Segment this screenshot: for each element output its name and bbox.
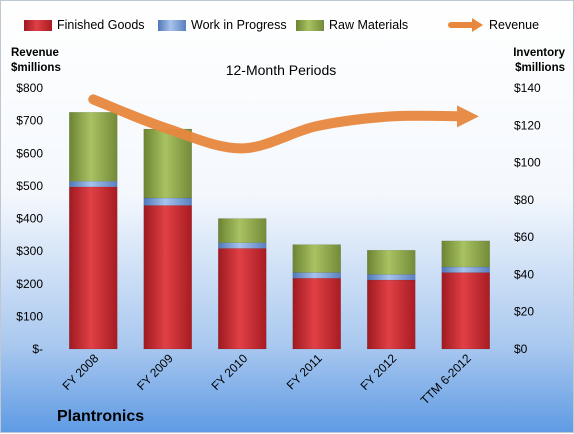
x-axis: FY 2008 FY 2009 FY 2010 FY 2011 FY 2012 TTM 6…	[60, 351, 475, 407]
bar-raw-materials-ttm-6-2012	[442, 241, 490, 267]
legend-label-finished-goods: Finished Goods	[57, 18, 145, 32]
left-tick-label: $100	[16, 309, 43, 323]
x-tick-label: FY 2011	[284, 351, 325, 392]
bar-work-in-progress-fy-2012	[367, 274, 415, 280]
bar-work-in-progress-fy-2009	[144, 198, 192, 205]
legend: Finished Goods Work in Progress Raw Materi…	[24, 18, 539, 32]
left-axis-title-line1: Revenue	[11, 47, 59, 59]
left-tick-label: $500	[16, 179, 43, 193]
legend-arrow-icon	[472, 18, 483, 32]
bar-finished-goods-fy-2012	[367, 280, 415, 349]
bar-work-in-progress-fy-2010	[218, 243, 266, 249]
right-axis-title-line1: Inventory	[513, 47, 565, 59]
right-tick-label: $20	[514, 305, 534, 319]
right-axis-title-line2: $millions	[515, 62, 565, 74]
left-tick-label: $700	[16, 114, 43, 128]
bar-work-in-progress-fy-2011	[293, 273, 341, 279]
company-name: Plantronics	[57, 408, 144, 425]
bar-finished-goods-fy-2010	[218, 248, 266, 349]
left-tick-label: $600	[16, 146, 43, 160]
legend-swatch-finished-goods	[24, 20, 52, 31]
left-axis: $- $100 $200 $300 $400 $500 $600 $700 $800	[16, 81, 43, 356]
x-tick-label: FY 2012	[358, 351, 400, 393]
bar-finished-goods-fy-2011	[293, 278, 341, 349]
left-tick-label: $400	[16, 212, 43, 226]
bar-finished-goods-fy-2009	[144, 205, 192, 349]
left-tick-label: $300	[16, 244, 43, 258]
right-tick-label: $140	[514, 81, 541, 95]
bar-raw-materials-fy-2010	[218, 219, 266, 243]
x-tick-label: FY 2010	[209, 351, 251, 393]
bar-raw-materials-fy-2011	[293, 245, 341, 273]
bar-raw-materials-fy-2012	[367, 250, 415, 274]
bar-finished-goods-fy-2008	[69, 187, 117, 349]
left-tick-label: $800	[16, 81, 43, 95]
x-tick-label: FY 2008	[60, 351, 102, 393]
right-axis: $0 $20 $40 $60 $80 $100 $120 $140	[514, 81, 541, 356]
legend-label-work-in-progress: Work in Progress	[191, 18, 287, 32]
bar-finished-goods-ttm-6-2012	[442, 273, 490, 349]
legend-label-revenue: Revenue	[489, 18, 539, 32]
x-tick-label: FY 2009	[134, 351, 176, 393]
legend-swatch-work-in-progress	[158, 20, 186, 31]
bar-work-in-progress-fy-2008	[69, 181, 117, 187]
right-tick-label: $60	[514, 230, 534, 244]
legend-label-raw-materials: Raw Materials	[329, 18, 408, 32]
right-tick-label: $0	[514, 342, 528, 356]
chart-subtitle: 12-Month Periods	[226, 62, 337, 78]
bar-raw-materials-fy-2008	[69, 112, 117, 181]
right-tick-label: $40	[514, 267, 534, 281]
right-tick-label: $120	[514, 118, 541, 132]
left-tick-label: $200	[16, 277, 43, 291]
left-tick-label: $-	[32, 342, 43, 356]
legend-swatch-raw-materials	[296, 20, 324, 31]
bars	[69, 112, 490, 349]
right-tick-label: $100	[514, 156, 541, 170]
x-tick-label: TTM 6-2012	[418, 351, 474, 407]
right-tick-label: $80	[514, 193, 534, 207]
bar-work-in-progress-ttm-6-2012	[442, 267, 490, 273]
left-axis-title-line2: $millions	[11, 62, 61, 74]
